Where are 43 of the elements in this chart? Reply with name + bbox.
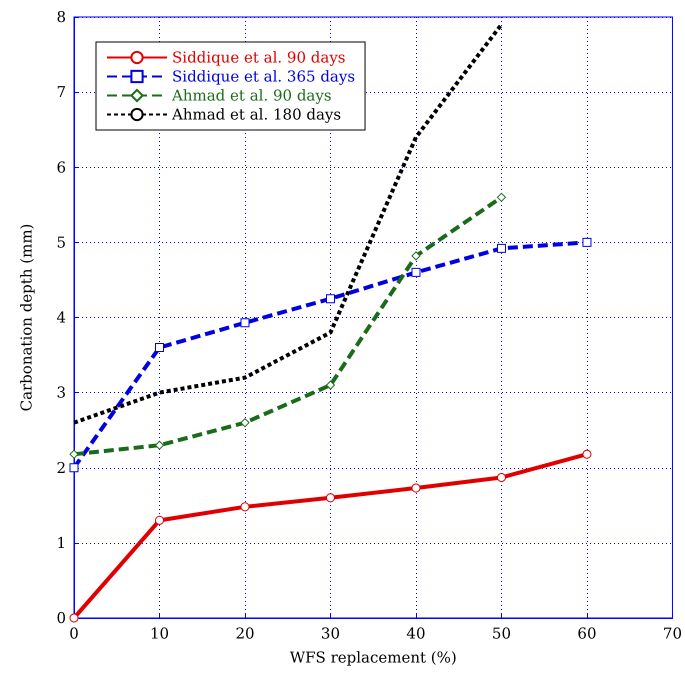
point bbox=[326, 294, 335, 304]
x-tick-label: 10 bbox=[150, 624, 170, 642]
y-tick-label: 5 bbox=[56, 233, 66, 252]
y-tick-label: 6 bbox=[56, 158, 66, 176]
point bbox=[582, 238, 592, 247]
point bbox=[70, 463, 78, 472]
point bbox=[240, 318, 250, 328]
point bbox=[496, 473, 506, 482]
x-tick-label: 20 bbox=[235, 624, 255, 642]
y-tick-label: 3 bbox=[56, 384, 66, 402]
x-axis-title: WFS replacement (%) bbox=[290, 648, 457, 666]
line-series bbox=[72, 22, 504, 425]
legend-label: Ahmad et al. 180 days bbox=[171, 106, 342, 124]
y-tick-label: 2 bbox=[56, 458, 66, 477]
point bbox=[411, 484, 420, 493]
y-tick-label: 1 bbox=[56, 534, 66, 552]
point bbox=[326, 493, 335, 502]
point bbox=[240, 418, 250, 428]
point bbox=[411, 251, 420, 260]
point bbox=[154, 343, 164, 352]
x-tick-label: 0 bbox=[69, 624, 79, 642]
x-tick-label: 40 bbox=[406, 624, 426, 642]
y-tick-label: 4 bbox=[56, 308, 66, 326]
point bbox=[582, 450, 592, 459]
y-tick-label: 0 bbox=[56, 609, 66, 627]
point bbox=[240, 502, 250, 512]
point bbox=[70, 614, 78, 622]
point bbox=[411, 268, 420, 277]
y-tick-label: 8 bbox=[56, 8, 66, 26]
point bbox=[496, 244, 506, 253]
x-tick-label: 60 bbox=[577, 624, 597, 642]
legend-label: Ahmad et al. 90 days bbox=[171, 86, 332, 104]
legend-label: Siddique et al. 90 days bbox=[172, 48, 346, 66]
legend-label: Siddique et al. 365 days bbox=[172, 68, 356, 86]
point bbox=[326, 380, 335, 390]
y-axis-title: Carbonation depth (mm) bbox=[18, 224, 36, 412]
x-tick-label: 70 bbox=[662, 624, 682, 642]
point bbox=[496, 192, 506, 202]
point bbox=[70, 450, 78, 459]
x-tick-label: 50 bbox=[492, 624, 512, 642]
x-tick-label: 30 bbox=[320, 624, 340, 642]
point bbox=[155, 516, 164, 525]
y-tick-label: 7 bbox=[56, 83, 66, 102]
